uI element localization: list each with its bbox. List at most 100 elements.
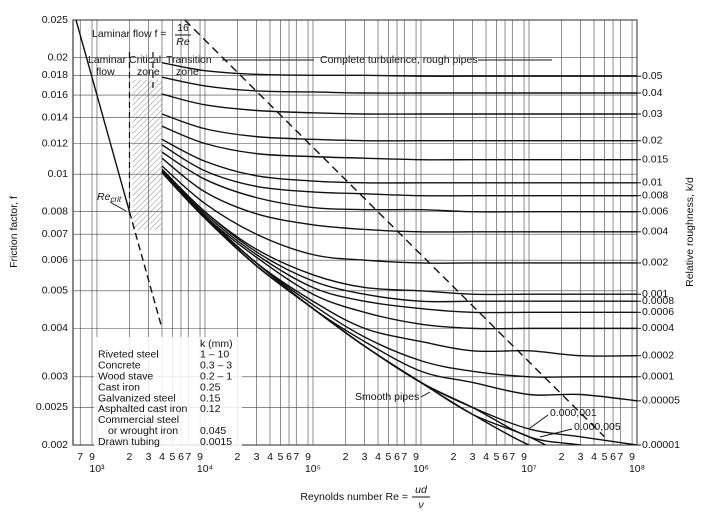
y-tick-label: 0.025 <box>42 14 68 26</box>
roughness-label: 0.002 <box>642 257 668 269</box>
x-tick-label: 5 <box>170 451 176 463</box>
table-material: Drawn tubing <box>98 436 160 448</box>
laminar-extension <box>128 211 163 329</box>
table-material: Asphalted cast iron <box>98 403 187 415</box>
roughness-label: 0.001 <box>642 288 668 300</box>
table-material: Commercial steel <box>98 414 179 426</box>
x-tick-label: 3 <box>470 451 476 463</box>
x-tick-label: 2 <box>343 451 349 463</box>
x-tick-label: 3 <box>254 451 260 463</box>
roughness-label: 0.02 <box>642 135 663 147</box>
friction-curve <box>161 61 637 77</box>
x-tick-label: 5 <box>494 451 500 463</box>
friction-curve <box>161 93 637 115</box>
x-tick-label: 7 <box>401 451 407 463</box>
leader <box>539 428 573 438</box>
re-crit-sub: crit <box>110 195 121 204</box>
roughness-label: 0.00005 <box>642 395 680 407</box>
x-tick-label: 6 <box>502 451 508 463</box>
y-tick-label: 0.006 <box>42 254 68 266</box>
zone-label: Critical <box>129 54 161 66</box>
y-tick-label: 0.007 <box>42 228 68 240</box>
curve-label: Smooth pipes <box>355 391 419 403</box>
roughness-label: 0.015 <box>642 153 668 165</box>
table-header: k (mm) <box>200 338 233 350</box>
zone-label: Complete turbulence, rough pipes <box>320 54 478 66</box>
zone-label: Transition <box>166 54 212 66</box>
laminar-line <box>75 20 131 212</box>
roughness-label: 0.0002 <box>642 349 674 361</box>
roughness-label: 0.0006 <box>642 306 674 318</box>
y-tick-label: 0.003 <box>42 371 68 383</box>
zone-label: flow <box>96 66 115 78</box>
re-crit-label: Recrit <box>97 191 122 204</box>
table-material: Concrete <box>98 360 141 372</box>
friction-curve <box>161 168 637 296</box>
table-value: 0.045 <box>200 425 226 437</box>
y2-axis-label: Relative roughness, k/d <box>684 177 696 287</box>
friction-curve <box>161 113 637 142</box>
x-tick-label: 2 <box>451 451 457 463</box>
y-tick-label: 0.018 <box>42 69 68 81</box>
label-backdrop <box>318 53 474 67</box>
curves <box>75 20 637 445</box>
table-value: 0.15 <box>200 392 221 404</box>
friction-curve <box>161 170 637 330</box>
critical-zone <box>132 80 162 230</box>
zone-label: Laminar <box>88 54 126 66</box>
x-tick-label: 10⁸ <box>629 463 645 475</box>
table-material: or wrought iron <box>108 425 178 437</box>
x-tick-label: 9 <box>521 451 527 463</box>
y-tick-label: 0.016 <box>42 89 68 101</box>
x-tick-label: 9 <box>413 451 419 463</box>
x-tick-label: 7 <box>617 451 623 463</box>
friction-curve <box>161 168 637 303</box>
friction-curve <box>161 172 637 402</box>
roughness-label: 0.0004 <box>642 322 674 334</box>
x-axis-label-den: ν <box>418 499 424 511</box>
roughness-label: 0.006 <box>642 206 668 218</box>
y-tick-label: 0.014 <box>42 111 68 123</box>
table-value: 0.12 <box>200 403 221 415</box>
x-tick-label: 7 <box>509 451 515 463</box>
x-tick-label: 2 <box>235 451 241 463</box>
x-tick-label: 9 <box>197 451 203 463</box>
y-tick-label: 0.012 <box>42 137 68 149</box>
table-value: 0.25 <box>200 381 221 393</box>
x-axis-label: Reynolds number Re = <box>300 491 408 503</box>
roughness-label: 0.01 <box>642 177 663 189</box>
friction-curve <box>161 170 637 314</box>
y-tick-label: 0.01 <box>48 168 69 180</box>
table-backdrop <box>94 337 242 448</box>
x-tick-label: 6 <box>178 451 184 463</box>
x-tick-label: 3 <box>146 451 152 463</box>
x-tick-label: 5 <box>386 451 392 463</box>
laminar-den: Re <box>176 36 190 48</box>
friction-curve <box>161 157 637 233</box>
x-tick-label: 4 <box>375 451 381 463</box>
leader <box>529 414 549 429</box>
friction-curve <box>161 138 637 184</box>
x-tick-label: 9 <box>89 451 95 463</box>
x-tick-label: 10⁵ <box>305 463 321 475</box>
x-tick-label: 4 <box>591 451 597 463</box>
friction-curve <box>161 76 637 94</box>
x-tick-label: 3 <box>362 451 368 463</box>
x-tick-label: 5 <box>278 451 284 463</box>
roughness-label: 0.03 <box>642 108 663 120</box>
roughness-label: 0.008 <box>642 189 668 201</box>
arrow <box>109 201 127 212</box>
roughness-label: 0.0008 <box>642 295 674 307</box>
curve-label: 0.000,001 <box>550 407 597 419</box>
friction-curve <box>161 125 637 161</box>
leader <box>420 391 431 398</box>
y-tick-label: 0.002 <box>42 439 68 451</box>
friction-curve <box>161 151 637 213</box>
roughness-label: 0.04 <box>642 87 663 99</box>
x-tick-label: 9 <box>305 451 311 463</box>
x-tick-label: 10⁶ <box>413 463 429 475</box>
friction-curve <box>161 144 637 197</box>
table-value: 0.2 – 1 <box>200 370 232 382</box>
table-value: 1 – 10 <box>200 349 229 361</box>
y-tick-label: 0.005 <box>42 285 68 297</box>
